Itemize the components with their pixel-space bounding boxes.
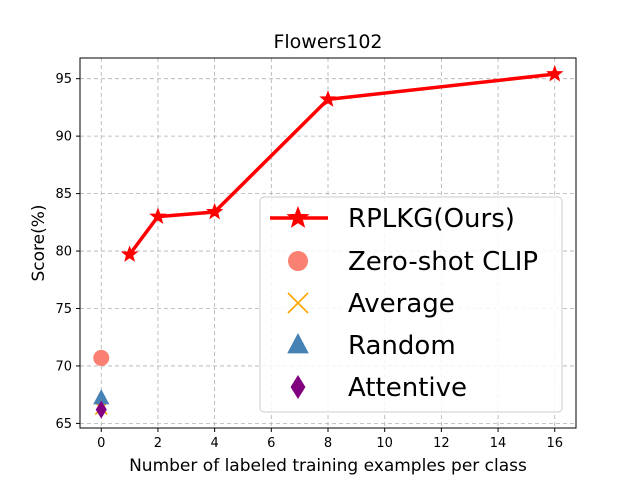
legend-marker-circle xyxy=(288,251,308,271)
x-axis-label: Number of labeled training examples per … xyxy=(129,456,527,476)
y-tick-label: 70 xyxy=(55,359,72,374)
x-tick-label: 2 xyxy=(154,436,162,451)
legend-box xyxy=(259,196,563,413)
data-point-triangle xyxy=(93,389,110,405)
y-axis-label: Score(%) xyxy=(29,204,49,281)
x-tick-label: 6 xyxy=(267,436,275,451)
data-point-star xyxy=(546,64,564,82)
legend: RPLKG(Ours) Zero-shot CLIP Average Random At… xyxy=(259,196,563,413)
y-tick-label: 80 xyxy=(55,245,72,260)
series-circle xyxy=(93,349,110,366)
legend-label: Average xyxy=(348,289,455,319)
axis-ticks: 0 2 4 6 8 10 12 14 16 65 70 75 80 85 90 95 xyxy=(55,72,563,451)
legend-label: Random xyxy=(348,331,456,361)
y-tick-label: 95 xyxy=(55,72,72,87)
data-point-star xyxy=(205,202,224,220)
x-tick-label: 8 xyxy=(324,436,332,451)
x-tick-label: 12 xyxy=(433,436,450,451)
series-diamond xyxy=(95,400,107,419)
legend-label: Attentive xyxy=(348,373,467,403)
series-star xyxy=(120,64,564,262)
data-point-star xyxy=(149,207,167,224)
x-tick-label: 4 xyxy=(210,436,218,451)
series-triangle xyxy=(93,389,110,405)
legend-marker-diamond xyxy=(290,375,306,399)
legend-marker-triangle xyxy=(287,333,309,354)
x-tick-label: 0 xyxy=(97,436,105,451)
legend-label: Zero-shot CLIP xyxy=(348,247,538,277)
y-tick-label: 85 xyxy=(55,187,72,202)
y-tick-label: 90 xyxy=(55,130,72,145)
y-tick-label: 75 xyxy=(55,302,72,317)
data-point-diamond xyxy=(95,400,107,419)
legend-entry: Random xyxy=(287,331,456,361)
legend-marker-star xyxy=(286,205,310,228)
data-point-star xyxy=(319,90,337,107)
data-point-circle xyxy=(93,349,110,366)
legend-marker-x xyxy=(287,292,309,314)
x-tick-label: 16 xyxy=(546,436,563,451)
data-point-star xyxy=(120,245,139,262)
legend-entry: RPLKG(Ours) xyxy=(270,204,515,234)
legend-entry: Average xyxy=(287,289,455,319)
x-tick-label: 14 xyxy=(490,436,507,451)
x-tick-label: 10 xyxy=(376,436,393,451)
legend-entry: Zero-shot CLIP xyxy=(288,247,538,277)
y-tick-label: 65 xyxy=(55,417,72,432)
legend-label: RPLKG(Ours) xyxy=(348,204,515,234)
legend-entry: Attentive xyxy=(290,373,467,403)
chart-title: Flowers102 xyxy=(273,31,382,53)
series xyxy=(93,64,564,419)
